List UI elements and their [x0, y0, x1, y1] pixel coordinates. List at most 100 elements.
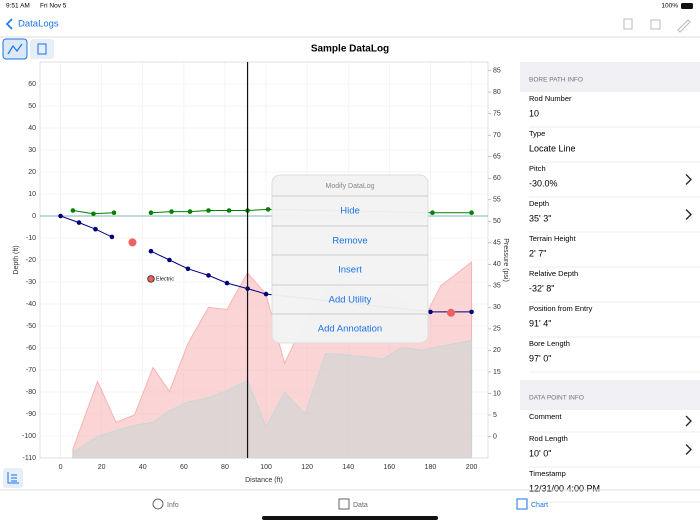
row-value: -32' 8"	[529, 283, 554, 293]
row-value: 12/31/00 4:00 PM	[529, 483, 600, 493]
y2-tick-label: 30	[493, 304, 501, 311]
y-tick-label: 20	[28, 169, 36, 176]
y-tick-label: -100	[22, 433, 36, 440]
chevron[interactable]	[685, 415, 692, 427]
y2-tick-label: 40	[493, 261, 501, 268]
point	[224, 280, 230, 286]
y2-tick-label: 55	[493, 197, 501, 204]
share-icon[interactable]	[650, 19, 661, 30]
point	[169, 209, 174, 214]
point	[148, 210, 154, 215]
y-tick-label: -40	[26, 301, 36, 308]
row-label: Timestamp	[529, 469, 566, 478]
y2-tick-label: 50	[493, 218, 501, 225]
y2-tick-label: 10	[493, 390, 501, 397]
home-indicator	[262, 516, 438, 520]
back-chevron[interactable]	[5, 18, 13, 30]
annotation-marker	[147, 275, 155, 283]
point	[76, 220, 82, 225]
nav-back[interactable]: DataLogs	[5, 18, 59, 30]
section-title: DATA POINT INFO	[529, 395, 584, 402]
point	[447, 308, 456, 317]
row-label[interactable]: Depth	[529, 199, 549, 208]
row-label[interactable]: Rod Length	[529, 434, 568, 443]
row-value[interactable]: -30.0%	[529, 178, 558, 188]
point	[109, 234, 115, 240]
area	[72, 339, 473, 459]
chevron[interactable]	[685, 174, 692, 185]
x-tick-label: 120	[301, 464, 313, 471]
row-label[interactable]: Pitch	[529, 164, 546, 173]
legend-icon	[7, 472, 19, 484]
row-value: 10	[529, 108, 539, 118]
tab-label[interactable]: Chart	[531, 502, 548, 509]
y2-tick-label: 25	[493, 326, 501, 333]
y2-tick-label: 75	[493, 110, 501, 117]
edit-icon[interactable]	[677, 19, 691, 33]
status-battery: 100%	[661, 3, 678, 10]
status-time: 9:51 AM	[6, 3, 30, 10]
y-tick-label: -50	[26, 323, 36, 330]
section-header	[520, 380, 700, 410]
y-tick-label: -10	[26, 235, 36, 242]
row-value: 97' 0"	[529, 353, 551, 363]
point	[93, 226, 98, 232]
point	[206, 273, 211, 278]
x-tick-label: 180	[425, 464, 437, 471]
y2-axis-label: Pressure (psi)	[502, 238, 509, 282]
point	[91, 211, 96, 217]
row-value: 2' 7"	[529, 248, 546, 258]
point	[167, 257, 172, 263]
x-tick-label: 140	[342, 464, 354, 471]
y-tick-label: -60	[26, 345, 36, 352]
tab-icon[interactable]	[152, 498, 164, 510]
row-value[interactable]: 10' 0"	[529, 448, 551, 458]
tab-icon[interactable]	[338, 498, 350, 510]
popup: Modify DataLog Hide Remove Insert Add Ut…	[271, 174, 429, 344]
chevron[interactable]	[685, 209, 692, 220]
y-tick-label: -20	[26, 257, 36, 264]
point	[265, 207, 271, 212]
x-tick-label: 80	[221, 464, 229, 471]
y2-tick-label: 85	[493, 67, 501, 74]
x-tick-label: 160	[384, 464, 396, 471]
point	[185, 266, 191, 272]
popup-item[interactable]: Remove	[332, 236, 367, 247]
point	[226, 208, 232, 213]
y-tick-label: 50	[28, 103, 36, 110]
x-axis-label: Distance (ft)	[245, 477, 283, 484]
popup-item[interactable]: Insert	[338, 265, 362, 276]
tab-icon[interactable]	[516, 498, 528, 510]
row-value: Locate Line	[529, 143, 576, 153]
tab-label[interactable]: Data	[353, 502, 368, 509]
y2-tick-label: 65	[493, 154, 501, 161]
back-label[interactable]: DataLogs	[18, 19, 59, 30]
trash-icon[interactable]	[623, 18, 633, 30]
map-mode-icon	[37, 43, 47, 55]
y-tick-label: 30	[28, 147, 36, 154]
x-tick-label: 100	[260, 464, 272, 471]
popup-item[interactable]: Add Annotation	[318, 324, 382, 335]
y-tick-label: -90	[26, 411, 36, 418]
chart-title: Sample DataLog	[311, 44, 389, 55]
popup-item[interactable]: Add Utility	[329, 295, 372, 306]
row-label[interactable]: Comment	[529, 412, 562, 421]
point	[111, 210, 117, 215]
row-value[interactable]: 35' 3"	[529, 213, 551, 223]
point	[206, 208, 211, 213]
point	[70, 208, 76, 213]
tab-label[interactable]: Info	[167, 502, 179, 509]
x-tick-label: 200	[466, 464, 478, 471]
y2-tick-label: 20	[493, 347, 501, 354]
point	[428, 309, 433, 315]
map-mode-button[interactable]	[30, 39, 54, 59]
x-tick-label: 0	[59, 464, 63, 471]
y-tick-label: -70	[26, 367, 36, 374]
chevron[interactable]	[685, 444, 692, 455]
y2-tick-label: 5	[493, 412, 497, 419]
popup-item[interactable]: Hide	[340, 206, 360, 217]
line	[60, 215, 113, 238]
y-tick-label: 40	[28, 125, 36, 132]
y-tick-label: 60	[28, 81, 36, 88]
y2-tick-label: 0	[493, 433, 497, 440]
